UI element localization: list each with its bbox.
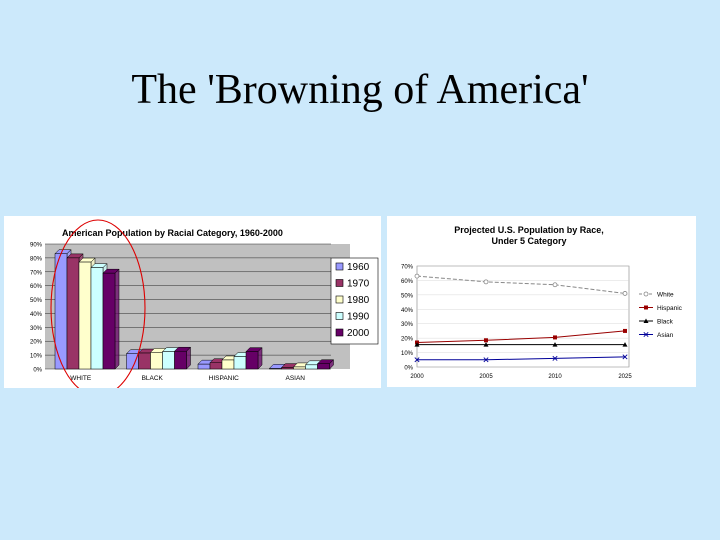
line-ytick-label: 60% xyxy=(401,279,414,285)
line-point-white xyxy=(483,279,489,285)
line-point-hispanic xyxy=(553,335,557,340)
bar-black-1980 xyxy=(150,352,163,370)
bar-legend-label: 1990 xyxy=(347,312,370,323)
bar-chart: American Population by Racial Category, … xyxy=(30,219,379,388)
bar-hispanic-1990 xyxy=(233,356,247,370)
line-chart: Projected U.S. Population by Race, Under… xyxy=(401,225,683,380)
bar-chart-panel: American Population by Racial Category, … xyxy=(4,216,381,388)
bar-ytick-label: 60% xyxy=(30,284,43,290)
line-chart-title-line-1: Projected U.S. Population by Race, xyxy=(454,225,604,235)
bar-ytick-label: 20% xyxy=(30,340,43,346)
bar-ytick-label: 90% xyxy=(30,243,43,249)
line-plot-area xyxy=(416,265,630,368)
line-ytick-label: 20% xyxy=(401,337,414,343)
line-point-asian xyxy=(552,355,558,361)
line-ytick-label: 30% xyxy=(401,322,414,328)
slide-title: The 'Browning of America' xyxy=(131,67,589,113)
bar-xtick-label: HISPANIC xyxy=(209,375,240,382)
line-legend-label: Hispanic xyxy=(657,305,683,312)
line-point-black xyxy=(622,342,628,347)
bar-xtick-label: WHITE xyxy=(70,375,92,382)
line-legend-label: White xyxy=(657,292,674,299)
bar-legend-label: 1960 xyxy=(347,262,370,273)
bar-ytick-label: 50% xyxy=(30,298,43,304)
line-point-asian xyxy=(622,354,628,360)
bar-legend-swatch-1990 xyxy=(335,312,344,320)
bar-side-face xyxy=(114,268,120,370)
line-series-hispanic xyxy=(416,330,626,343)
line-legend-label: Asian xyxy=(657,332,674,339)
bar-asian-1990 xyxy=(305,364,318,370)
line-xtick-label: 2010 xyxy=(548,374,562,380)
bar-asian-1970 xyxy=(281,367,294,370)
bar-hispanic-1970 xyxy=(209,362,223,370)
line-xtick-label: 2025 xyxy=(618,374,632,380)
bar-white-1970 xyxy=(66,257,80,370)
line-ytick-label: 0% xyxy=(404,366,413,372)
bar-side-face xyxy=(186,346,191,370)
line-legend-marker-white xyxy=(643,291,649,297)
line-legend-marker-hispanic xyxy=(644,305,648,310)
bar-white-1990 xyxy=(90,267,104,370)
bar-legend-label: 1970 xyxy=(347,279,370,290)
line-point-white xyxy=(552,282,558,288)
line-legend-marker-black xyxy=(643,318,649,323)
bar-ytick-label: 80% xyxy=(30,256,43,262)
bar-hispanic-1960 xyxy=(197,363,211,370)
bar-legend-swatch-2000 xyxy=(335,328,344,337)
line-chart-title-line-2: Under 5 Category xyxy=(491,236,566,246)
bar-asian-2000 xyxy=(317,363,330,370)
highlight-ellipse xyxy=(50,219,146,388)
line-point-white xyxy=(622,291,628,296)
bar-legend-swatch-1960 xyxy=(335,262,344,271)
bar-chart-title: American Population by Racial Category, … xyxy=(62,228,283,238)
line-point-black xyxy=(552,342,558,347)
bar-legend-swatch-1970 xyxy=(335,279,344,287)
bar-asian-1980 xyxy=(293,366,306,370)
bar-black-2000 xyxy=(174,350,187,370)
bar-asian-1960 xyxy=(269,368,282,370)
bar-legend-label: 2000 xyxy=(347,328,370,339)
bar-white-2000 xyxy=(102,272,116,370)
line-series-white xyxy=(416,275,626,294)
bar-black-1990 xyxy=(162,351,175,370)
bar-ytick-label: 10% xyxy=(30,354,43,360)
line-ytick-label: 70% xyxy=(401,265,414,271)
bar-hispanic-2000 xyxy=(245,351,259,370)
line-point-white xyxy=(414,273,420,279)
line-xtick-label: 2000 xyxy=(410,374,424,380)
bar-ytick-label: 40% xyxy=(30,312,43,318)
bar-side-face xyxy=(257,347,263,370)
bar-hispanic-1980 xyxy=(221,359,235,370)
line-ytick-label: 40% xyxy=(401,308,414,314)
line-legend-marker-asian xyxy=(643,331,649,338)
bar-legend-swatch-1980 xyxy=(335,295,344,304)
line-point-hispanic xyxy=(484,338,488,343)
line-point-black xyxy=(414,342,420,347)
line-xtick-label: 2005 xyxy=(479,374,493,380)
line-point-asian xyxy=(414,357,420,363)
line-legend-label: Black xyxy=(657,319,674,326)
line-point-black xyxy=(483,342,489,347)
bar-ytick-label: 30% xyxy=(30,326,43,332)
line-ytick-label: 50% xyxy=(401,293,414,299)
bar-black-1970 xyxy=(138,352,151,370)
bar-xtick-label: ASIAN xyxy=(285,375,305,382)
line-ytick-label: 10% xyxy=(401,351,414,357)
line-series-asian xyxy=(417,356,626,361)
bar-ytick-label: 70% xyxy=(30,270,43,276)
line-point-asian xyxy=(483,357,489,363)
bar-xtick-label: BLACK xyxy=(142,375,164,382)
bar-legend-label: 1980 xyxy=(347,295,370,306)
line-chart-panel: Projected U.S. Population by Race, Under… xyxy=(387,216,696,387)
line-point-hispanic xyxy=(623,328,627,333)
bar-ytick-label: 0% xyxy=(33,368,42,374)
bar-white-1980 xyxy=(78,261,92,370)
